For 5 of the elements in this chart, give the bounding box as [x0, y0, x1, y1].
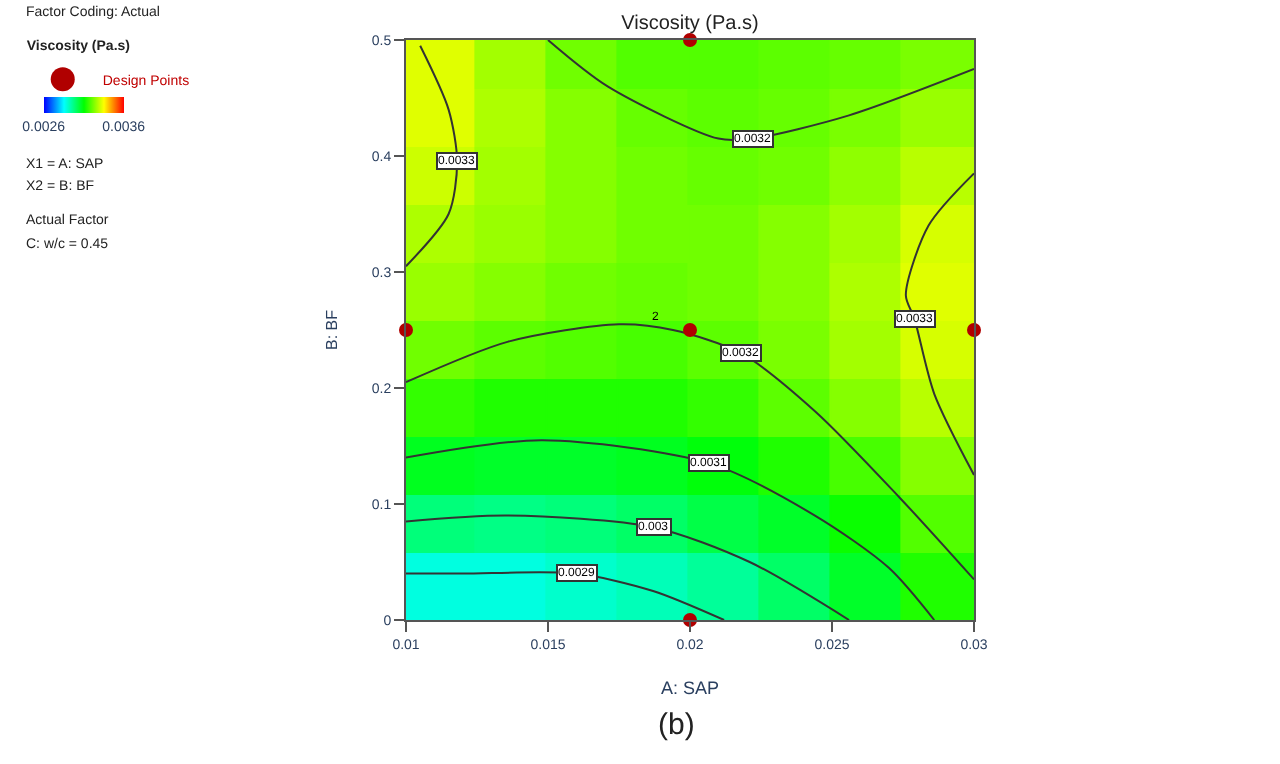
chart-title: Viscosity (Pa.s) [621, 13, 759, 35]
x-axis-title: A: SAP [660, 678, 720, 699]
y-axis-title: B: BF [323, 309, 342, 351]
text: (b) [658, 708, 695, 742]
point [683, 323, 697, 337]
